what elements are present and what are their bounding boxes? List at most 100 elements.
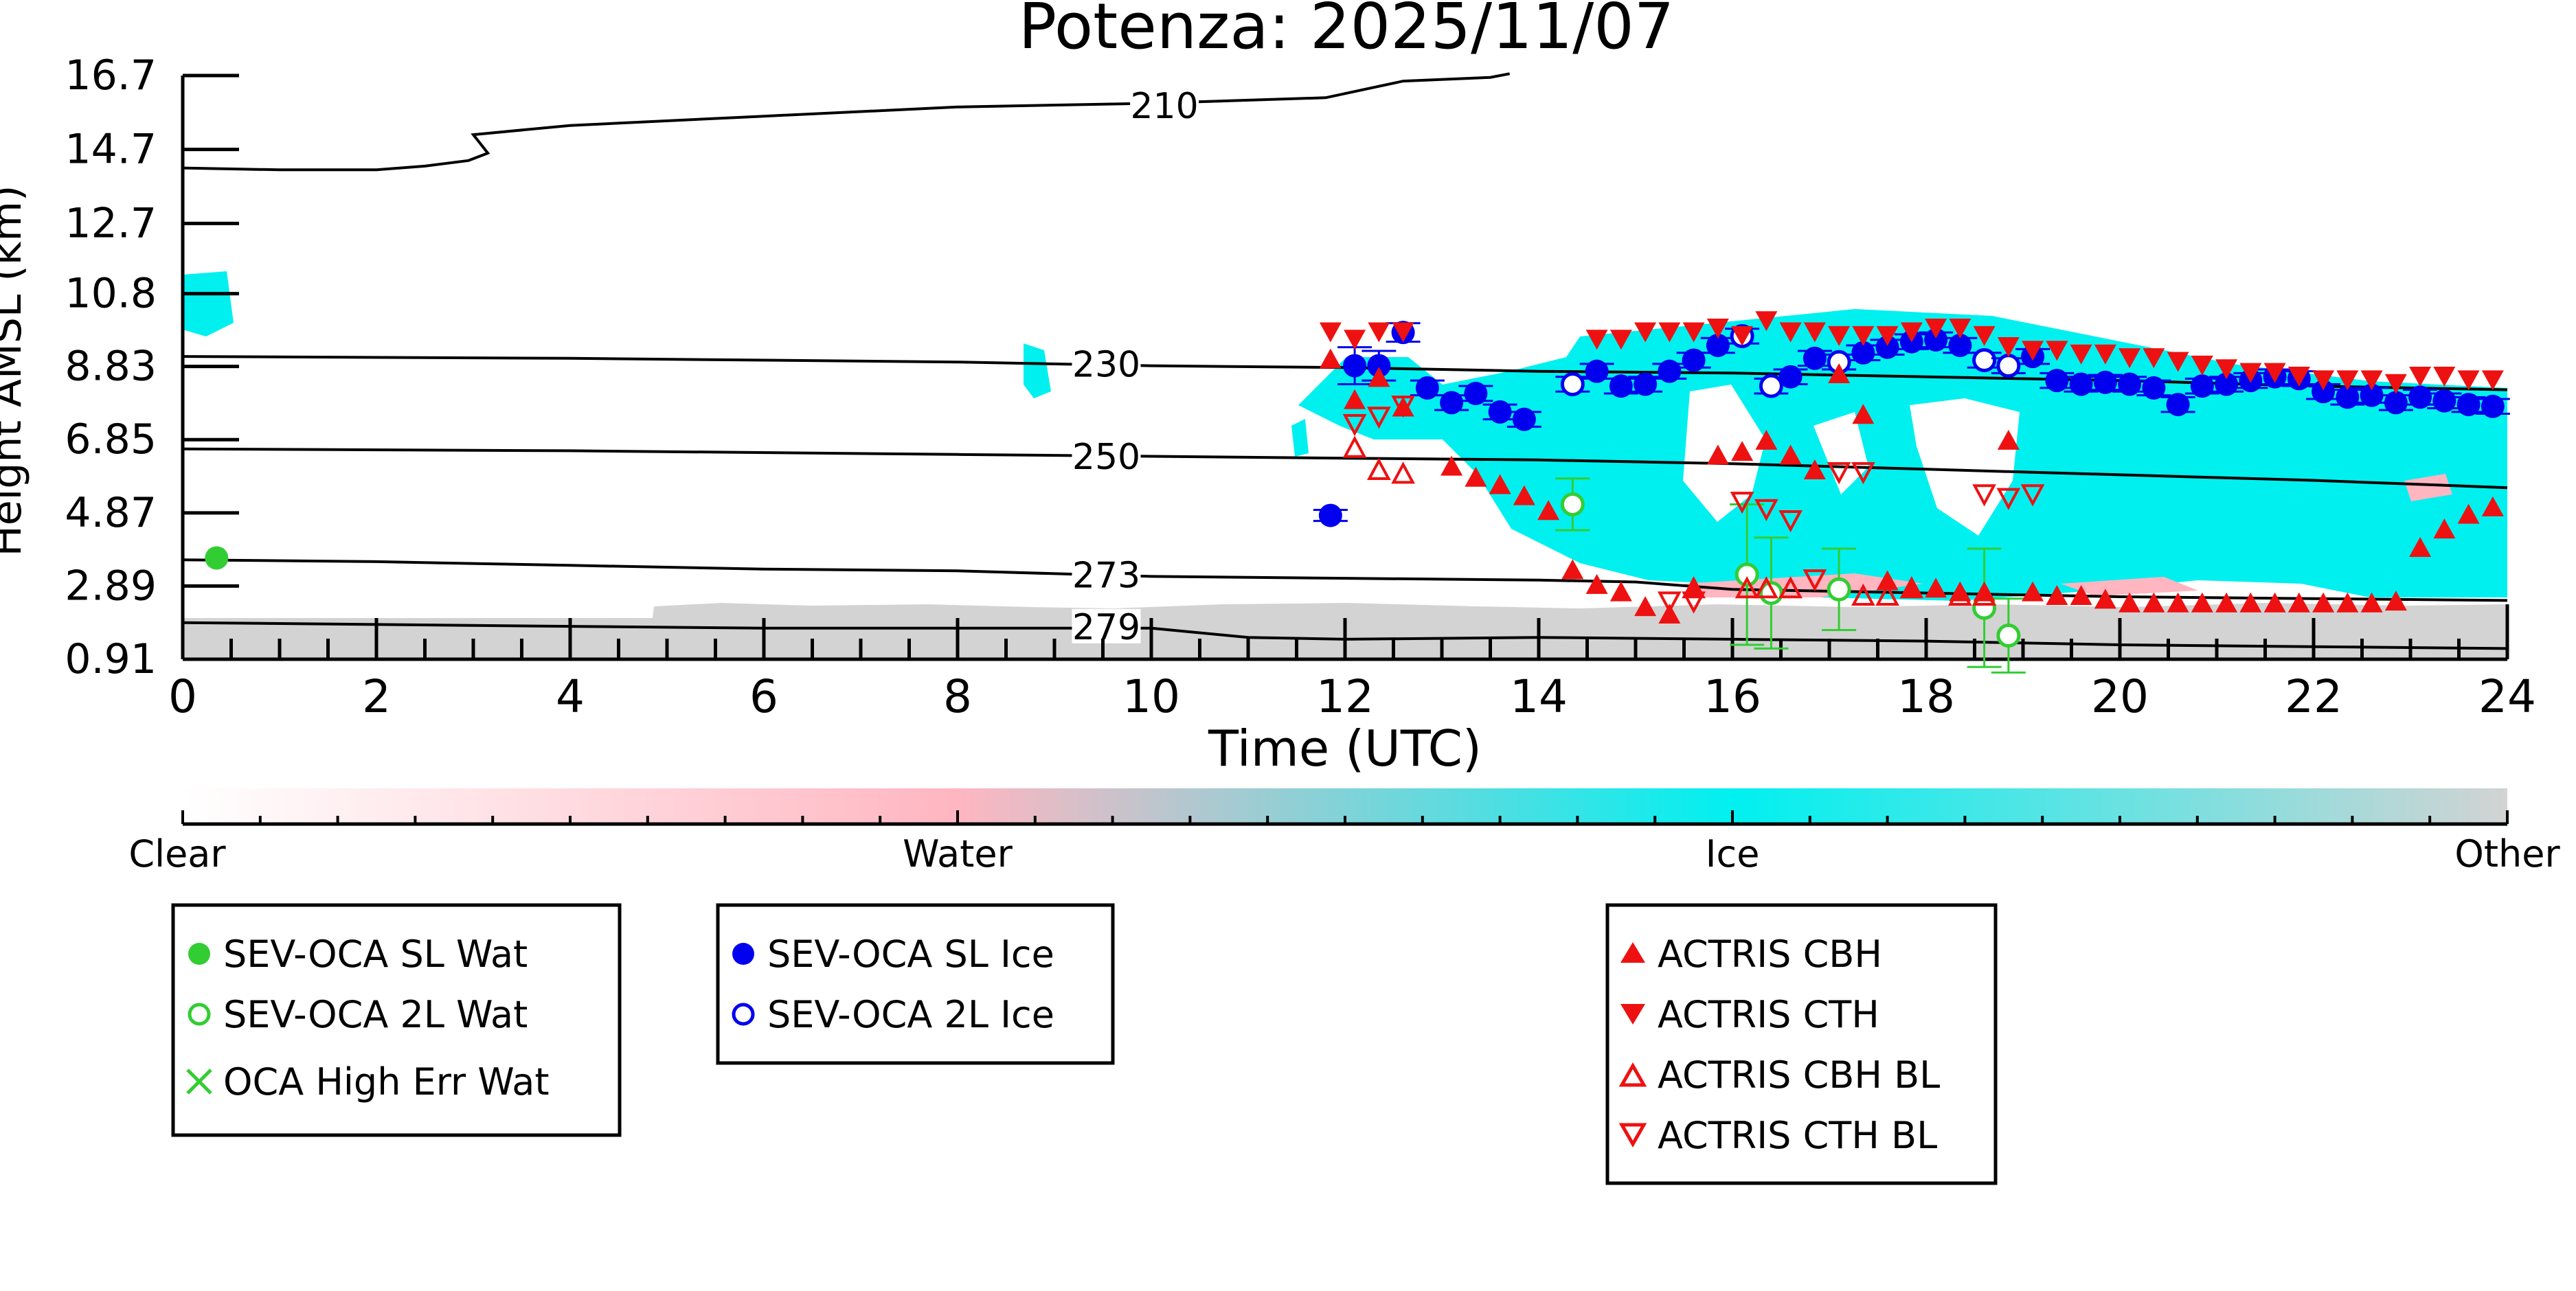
point-actris-cth [1368, 322, 1390, 343]
point-actris-cbh [1803, 459, 1826, 479]
legend-marker-2l-ice [732, 1003, 755, 1026]
legend-label-cth-bl: ACTRIS CTH BL [1658, 1114, 1937, 1157]
point-sev-oca-sl-ice [2384, 391, 2408, 415]
point-actris-cth [1392, 322, 1414, 343]
contour-line-279 [182, 621, 2508, 650]
colorbar-ticks [181, 810, 2509, 824]
point-actris-cth-bl [1803, 569, 1827, 592]
point-actris-cbh [1609, 581, 1632, 602]
point-sev-oca-sl-ice [2045, 369, 2069, 393]
point-actris-cth [2046, 341, 2068, 361]
point-actris-cth [1585, 330, 1608, 350]
point-actris-cbh [2481, 496, 2504, 516]
point-actris-cbh [1731, 441, 1754, 461]
point-actris-cbh-bl [1391, 461, 1415, 484]
temperature-contours: 210 230 250 273 279 [182, 72, 2508, 650]
ice-patch-early [183, 271, 234, 336]
point-actris-cbh-bl [1342, 435, 1367, 458]
point-actris-cbh-bl [1899, 576, 1924, 599]
legend-actris: ACTRIS CBH ACTRIS CTH ACTRIS CBH BL ACTR… [1605, 903, 1998, 1185]
point-sev-oca-sl-ice [2215, 372, 2239, 396]
point-actris-cbh-bl [1972, 583, 1996, 606]
contour-label-279: 279 [1072, 607, 1140, 648]
point-actris-cbh [2239, 592, 2262, 613]
phase-curtain [183, 271, 2507, 659]
x-tick-label: 8 [943, 670, 972, 723]
point-actris-cth [2409, 367, 2432, 387]
contour-line-210 [182, 72, 1511, 172]
point-sev-oca-sl-ice [2190, 374, 2214, 398]
x-tick-label: 6 [749, 670, 778, 723]
y-tick-label: 2.89 [65, 562, 157, 610]
point-actris-cbh-bl [1754, 576, 1778, 599]
point-actris-cth [2094, 344, 2116, 365]
point-actris-cth [1803, 322, 1826, 343]
point-actris-cbh [2046, 585, 2068, 606]
water-patch-3 [2404, 474, 2452, 501]
legend-actris-box [1605, 903, 1998, 1185]
point-actris-cbh [1392, 396, 1414, 417]
y-ticks: 0.91 2.89 4.87 6.85 8.83 10.8 12.7 14.7 16.7 [65, 52, 239, 683]
point-actris-cth [2384, 374, 2407, 394]
point-sev-oca-sl-ice [1609, 374, 1633, 398]
point-actris-cbh [2433, 518, 2456, 539]
point-sev-oca-2l-ice [1972, 348, 1997, 373]
point-sev-oca-sl-ice [2166, 393, 2190, 417]
point-actris-cth [1925, 319, 1947, 339]
point-actris-cth [1319, 322, 1342, 343]
chart-title: Potenza: 2025/11/07 [1019, 0, 1675, 63]
point-actris-cth [1779, 322, 1802, 343]
point-sev-oca-sl-wat [205, 546, 229, 570]
point-actris-cbh [1440, 455, 1463, 476]
point-actris-cth [1828, 325, 1851, 346]
point-sev-oca-sl-ice [1948, 333, 1972, 357]
point-actris-cth-bl [1658, 591, 1682, 614]
point-actris-cth [2070, 344, 2092, 365]
y-axis-label: Height AMSL (km) [0, 185, 31, 557]
point-actris-cth-bl [1827, 461, 1851, 485]
point-actris-cbh [2167, 592, 2189, 613]
phase-colorbar: Clear Water Ice Other [128, 788, 2560, 876]
point-actris-cth [2336, 370, 2359, 391]
point-sev-oca-sl-ice [2456, 393, 2481, 417]
point-sev-oca-sl-ice [1803, 346, 1827, 370]
point-actris-cth-bl [1996, 488, 2021, 510]
colorbar-label-clear: Clear [128, 832, 226, 876]
point-actris-cbh [2215, 592, 2238, 613]
contour-line-230 [182, 355, 2508, 391]
point-actris-cth [1344, 330, 1366, 350]
point-sev-oca-sl-ice [2312, 380, 2336, 404]
point-actris-cbh [1706, 444, 1729, 465]
point-actris-cbh [2022, 581, 2044, 602]
point-actris-cth [1997, 336, 2020, 357]
ice-patch-8utc [1024, 343, 1051, 398]
point-actris-cbh [1997, 429, 2020, 450]
point-actris-cth [1609, 330, 1632, 350]
point-actris-cbh [1779, 444, 1802, 465]
legend-label-cth: ACTRIS CTH [1658, 993, 1879, 1036]
point-sev-oca-sl-ice [1464, 381, 1488, 405]
point-sev-oca-sl-ice [1682, 348, 1706, 372]
point-sev-oca-2l-wat [1827, 577, 1851, 602]
contour-label-273: 273 [1072, 555, 1140, 596]
point-actris-cbh [1828, 363, 1851, 384]
point-sev-oca-2l-ice [1996, 354, 2021, 378]
y-tick-label: 4.87 [65, 489, 157, 537]
x-tick-label: 10 [1122, 670, 1180, 723]
contour-label-250: 250 [1072, 437, 1140, 478]
point-sev-oca-2l-wat [1996, 624, 2021, 648]
point-sev-oca-sl-ice [2118, 372, 2142, 396]
point-actris-cbh [1489, 474, 1511, 494]
point-actris-cbh [1852, 404, 1875, 424]
x-tick-label: 0 [168, 670, 197, 723]
point-actris-cbh [1513, 485, 1535, 505]
point-sev-oca-sl-ice [1875, 335, 1899, 359]
legend-water: SEV-OCA SL Wat SEV-OCA 2L Wat OCA High E… [171, 903, 622, 1137]
point-actris-cbh [2191, 592, 2213, 613]
point-actris-cth [2481, 370, 2504, 391]
x-tick-label: 14 [1510, 670, 1568, 723]
data-series [205, 311, 2510, 674]
point-actris-cth [1731, 325, 1754, 346]
y-tick-label: 10.8 [65, 270, 157, 318]
legend-ice: SEV-OCA SL Ice SEV-OCA 2L Ice [716, 903, 1115, 1065]
